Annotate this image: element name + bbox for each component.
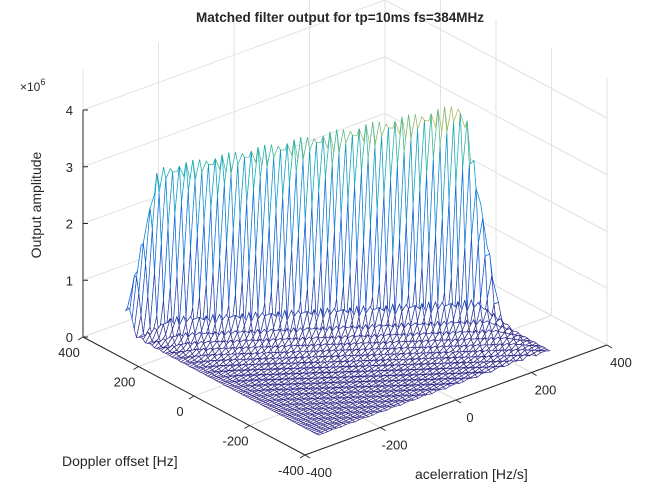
z-tick-label: 2 [66,217,73,232]
y-tick-label: 0 [176,404,183,419]
y-tick [299,454,306,459]
x-tick-label: -200 [381,438,407,453]
x-tick [455,399,462,404]
y-tick [77,336,84,341]
y-tick-label: -200 [222,434,248,449]
grid-line [384,56,608,176]
x-tick-label: -400 [306,465,332,480]
mesh-surface [125,106,551,436]
y-tick [244,425,250,429]
x-tick [606,344,613,349]
grid-line [82,0,386,111]
x-axis-label: acelerration [Hz/s] [415,466,528,482]
y-tick-label: -400 [278,463,304,478]
x-tick [304,454,311,459]
grid-line [82,56,386,168]
x-tick-label: 400 [610,355,632,370]
y-tick-label: 400 [58,345,80,360]
x-tick-label: 200 [535,383,557,398]
y-axis-label: Doppler offset [Hz] [62,453,178,469]
y-tick [133,366,139,370]
y-tick-label: 200 [114,375,136,390]
z-tick-label: 0 [66,330,73,345]
chart-title: Matched filter output for tp=10ms fs=384… [196,10,484,25]
x-tick [531,372,537,376]
grid-line [384,0,608,119]
x-tick [380,427,386,431]
x-tick-label: 0 [466,410,473,425]
y-tick [188,395,195,400]
z-tick-label: 3 [66,160,73,175]
z-axis-label: Output amplitude [28,151,44,258]
z-exponent-label: ×106 [20,77,45,94]
z-tick-label: 1 [66,273,73,288]
z-tick-label: 4 [66,103,73,118]
